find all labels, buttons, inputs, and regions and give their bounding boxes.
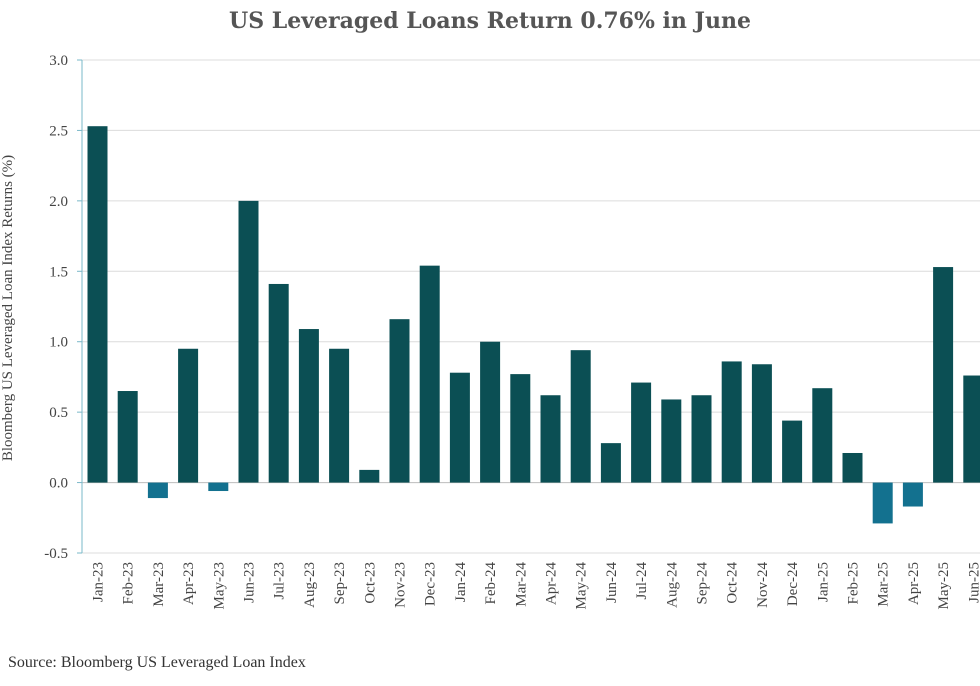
x-tick-label: Jan-24 bbox=[453, 562, 469, 602]
bar-sep-23 bbox=[329, 348, 350, 483]
bar-sep-24 bbox=[691, 395, 712, 483]
gridlines bbox=[82, 59, 980, 554]
bar-feb-25 bbox=[842, 452, 863, 483]
x-tick-label: Mar-24 bbox=[513, 562, 529, 607]
x-tick-label: Dec-24 bbox=[785, 562, 801, 607]
bar-mar-23 bbox=[147, 482, 168, 499]
bar-mar-24 bbox=[510, 374, 531, 483]
x-tick-label: Feb-25 bbox=[846, 562, 862, 605]
bar-dec-24 bbox=[782, 420, 803, 483]
x-tick-label: Jul-24 bbox=[634, 562, 650, 600]
bars bbox=[87, 126, 980, 524]
bar-may-25 bbox=[933, 267, 954, 483]
bar-dec-23 bbox=[419, 265, 440, 483]
bar-jun-25 bbox=[963, 375, 980, 483]
y-tick-label: 0.0 bbox=[49, 476, 68, 492]
y-tick-label: 0.5 bbox=[49, 405, 68, 421]
x-tick-label: Feb-23 bbox=[121, 562, 137, 605]
bar-mar-25 bbox=[872, 482, 893, 524]
x-tick-label: Aug-23 bbox=[302, 562, 318, 608]
x-tick-label: Jun-25 bbox=[966, 562, 980, 603]
x-tick-label: Nov-23 bbox=[393, 562, 409, 608]
bar-aug-23 bbox=[298, 329, 319, 483]
y-tick-label: 3.0 bbox=[49, 53, 68, 69]
bar-oct-23 bbox=[359, 469, 380, 483]
x-tick-label: May-25 bbox=[936, 562, 952, 610]
y-axis: -0.5 0.0 0.5 1.0 1.5 2.0 2.5 3.0 bbox=[44, 53, 83, 562]
x-tick-label: Mar-23 bbox=[151, 562, 167, 607]
bar-jun-24 bbox=[600, 443, 621, 483]
x-tick-label: Jan-23 bbox=[91, 562, 107, 602]
x-tick-label: Aug-24 bbox=[664, 562, 680, 608]
x-tick-label: Jul-23 bbox=[272, 562, 288, 600]
bar-may-23 bbox=[208, 482, 229, 492]
bar-aug-24 bbox=[661, 399, 682, 483]
bar-jun-23 bbox=[238, 200, 259, 483]
bar-nov-24 bbox=[751, 364, 772, 483]
x-tick-label: Jun-23 bbox=[242, 562, 258, 603]
x-tick-label: May-24 bbox=[574, 562, 590, 610]
bar-nov-23 bbox=[389, 319, 410, 483]
bar-jan-24 bbox=[449, 372, 470, 483]
y-tick-label: 1.5 bbox=[49, 264, 68, 280]
bar-feb-23 bbox=[117, 391, 138, 483]
bar-apr-23 bbox=[178, 348, 199, 483]
x-axis-labels: Jan-23 Feb-23 Mar-23 Apr-23 May-23 Jun-23 Jul-… bbox=[91, 562, 980, 610]
x-tick-label: Oct-24 bbox=[725, 562, 741, 604]
bar-apr-24 bbox=[540, 395, 561, 483]
bar-feb-24 bbox=[480, 341, 501, 483]
x-tick-label: Jan-25 bbox=[815, 562, 831, 602]
chart-title: US Leveraged Loans Return 0.76% in June bbox=[229, 8, 751, 34]
x-tick-label: Sep-23 bbox=[332, 562, 348, 605]
source-note: Source: Bloomberg US Leveraged Loan Inde… bbox=[8, 654, 306, 671]
x-tick-label: Apr-24 bbox=[544, 562, 560, 606]
bar-may-24 bbox=[570, 350, 591, 483]
y-tick-label: 2.5 bbox=[49, 123, 68, 139]
y-tick-label: 2.0 bbox=[49, 194, 68, 210]
x-tick-label: Sep-24 bbox=[695, 562, 711, 605]
x-tick-label: Apr-25 bbox=[906, 562, 922, 605]
x-tick-label: Apr-23 bbox=[181, 562, 197, 605]
bar-apr-25 bbox=[902, 482, 923, 507]
x-tick-label: Feb-24 bbox=[483, 562, 499, 605]
y-tick-label: -0.5 bbox=[44, 546, 68, 562]
x-tick-label: Dec-23 bbox=[423, 562, 439, 606]
x-tick-label: Nov-24 bbox=[755, 562, 771, 608]
bar-jan-25 bbox=[812, 388, 833, 483]
bar-jan-23 bbox=[87, 126, 108, 483]
x-tick-label: Mar-25 bbox=[876, 562, 892, 607]
bar-jul-23 bbox=[268, 283, 289, 483]
x-tick-label: Oct-23 bbox=[362, 562, 378, 604]
bar-oct-24 bbox=[721, 361, 742, 483]
x-tick-label: Jun-24 bbox=[604, 562, 620, 603]
y-axis-label: Bloomberg US Leveraged Loan Index Return… bbox=[0, 155, 16, 461]
y-tick-label: 1.0 bbox=[49, 335, 68, 351]
x-tick-label: May-23 bbox=[211, 562, 227, 610]
bar-jul-24 bbox=[631, 382, 652, 483]
